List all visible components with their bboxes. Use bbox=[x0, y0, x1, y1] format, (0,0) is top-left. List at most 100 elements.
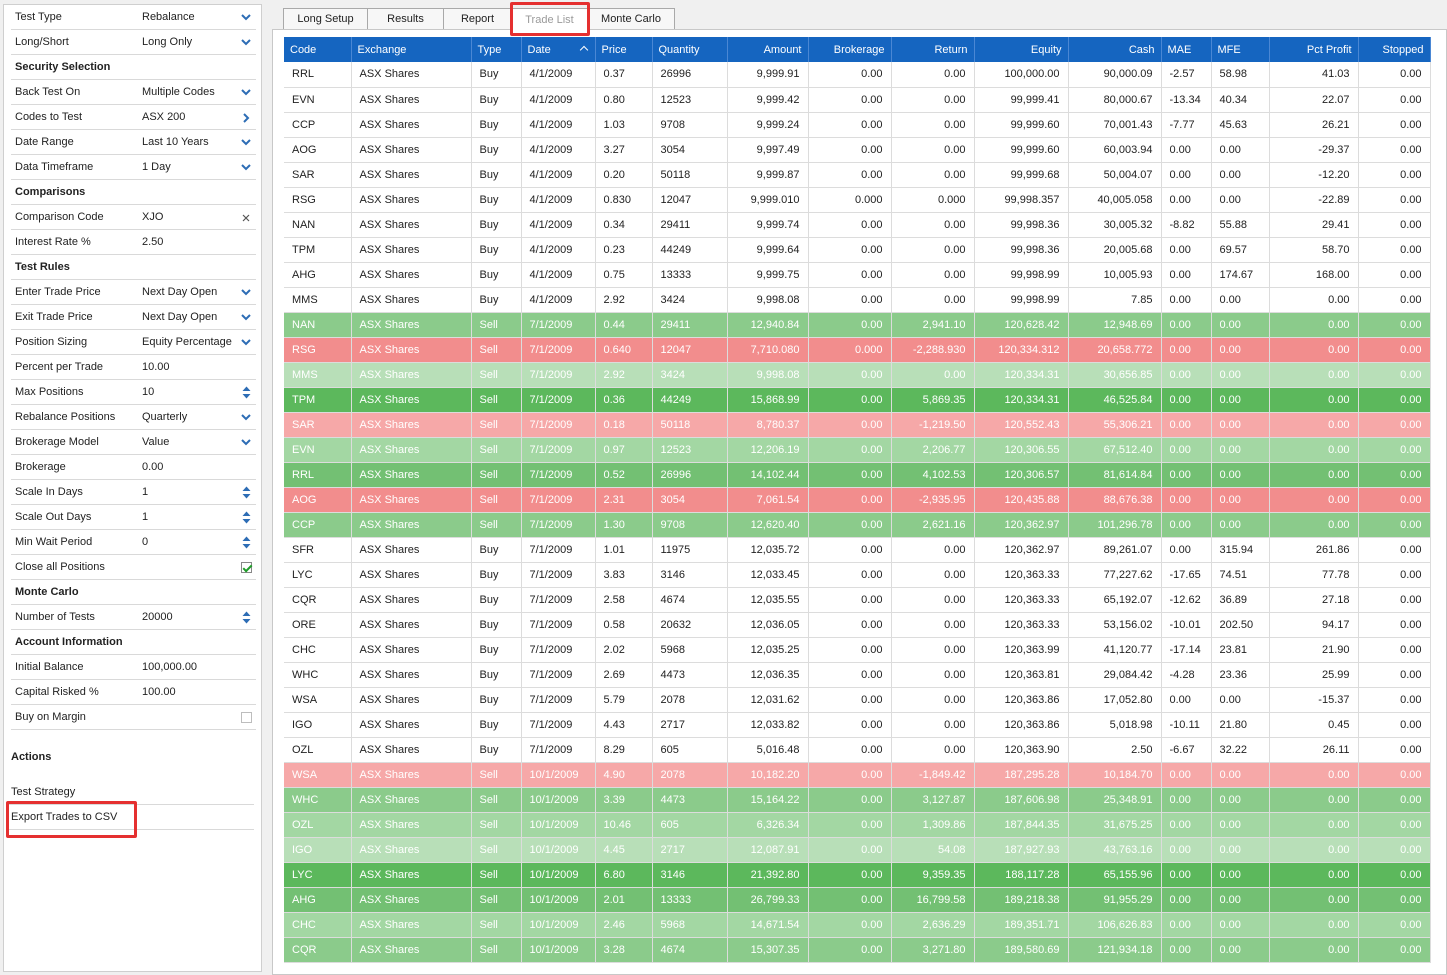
prop-value[interactable]: 0.00 bbox=[142, 461, 164, 473]
table-row[interactable]: OZL ASX Shares Buy 7/1/2009 8.29 605 5,016.48 0… bbox=[284, 737, 1431, 763]
chevron-down-icon[interactable] bbox=[239, 305, 253, 330]
prop-row-brokerage-model[interactable]: Brokerage Model Value bbox=[11, 430, 256, 455]
table-row[interactable]: CQR ASX Shares Buy 7/1/2009 2.58 4674 12,035.5… bbox=[284, 587, 1431, 613]
prop-value[interactable]: 20000 bbox=[142, 611, 173, 623]
table-row[interactable]: LYC ASX Shares Sell 10/1/2009 6.80 3146 21,392… bbox=[284, 862, 1431, 888]
prop-row-rebalance-positions[interactable]: Rebalance Positions Quarterly bbox=[11, 405, 256, 430]
test-strategy-button[interactable]: Test Strategy bbox=[7, 780, 254, 805]
prop-value[interactable]: 100.00 bbox=[142, 686, 176, 698]
spinner-icon[interactable] bbox=[239, 380, 253, 405]
spinner-icon[interactable] bbox=[239, 505, 253, 530]
tab-report[interactable]: Report bbox=[443, 8, 512, 29]
table-row[interactable]: EVN ASX Shares Buy 4/1/2009 0.80 12523 9,999.4… bbox=[284, 87, 1431, 113]
checkbox-unchecked[interactable] bbox=[239, 705, 253, 730]
prop-value[interactable]: Rebalance bbox=[142, 11, 195, 23]
table-row[interactable]: IGO ASX Shares Sell 10/1/2009 4.45 2717 12,087… bbox=[284, 837, 1431, 863]
prop-value[interactable]: 2.50 bbox=[142, 236, 164, 248]
table-row[interactable]: RRL ASX Shares Buy 4/1/2009 0.37 26996 9,999.9… bbox=[284, 62, 1431, 88]
table-row[interactable]: MMS ASX Shares Sell 7/1/2009 2.92 3424 9,998.0… bbox=[284, 362, 1431, 388]
column-header-return[interactable]: Return bbox=[891, 37, 975, 62]
column-header-equity[interactable]: Equity bbox=[974, 37, 1069, 62]
prop-row-comparison-code[interactable]: Comparison Code XJO bbox=[11, 205, 256, 230]
tab-long-setup[interactable]: Long Setup bbox=[283, 8, 368, 29]
prop-row-max-positions[interactable]: Max Positions 10 bbox=[11, 380, 256, 405]
prop-value[interactable]: 0 bbox=[142, 536, 149, 548]
table-row[interactable]: SAR ASX Shares Sell 7/1/2009 0.18 50118 8,780.… bbox=[284, 412, 1431, 438]
table-row[interactable]: CQR ASX Shares Sell 10/1/2009 3.28 4674 15,307… bbox=[284, 937, 1431, 963]
prop-row-percent-per-trade[interactable]: Percent per Trade 10.00 bbox=[11, 355, 256, 380]
prop-value[interactable]: 10.00 bbox=[142, 361, 170, 373]
table-row[interactable]: SFR ASX Shares Buy 7/1/2009 1.01 11975 12,035.… bbox=[284, 537, 1431, 563]
tab-monte-carlo[interactable]: Monte Carlo bbox=[587, 8, 675, 29]
table-row[interactable]: CHC ASX Shares Buy 7/1/2009 2.02 5968 12,035.2… bbox=[284, 637, 1431, 663]
prop-value[interactable]: 1 bbox=[142, 511, 149, 523]
column-header-brokerage[interactable]: Brokerage bbox=[808, 37, 892, 62]
chevron-down-icon[interactable] bbox=[239, 430, 253, 455]
prop-value[interactable]: Equity Percentage bbox=[142, 336, 232, 348]
table-row[interactable]: TPM ASX Shares Buy 4/1/2009 0.23 44249 9,999.6… bbox=[284, 237, 1431, 263]
table-row[interactable]: AOG ASX Shares Sell 7/1/2009 2.31 3054 7,061.5… bbox=[284, 487, 1431, 513]
prop-row-scale-out-days[interactable]: Scale Out Days 1 bbox=[11, 505, 256, 530]
prop-value[interactable]: Last 10 Years bbox=[142, 136, 209, 148]
table-row[interactable]: NAN ASX Shares Buy 4/1/2009 0.34 29411 9,999.7… bbox=[284, 212, 1431, 238]
table-row[interactable]: MMS ASX Shares Buy 4/1/2009 2.92 3424 9,998.08… bbox=[284, 287, 1431, 313]
table-row[interactable]: AOG ASX Shares Buy 4/1/2009 3.27 3054 9,997.49… bbox=[284, 137, 1431, 163]
table-row[interactable]: ORE ASX Shares Buy 7/1/2009 0.58 20632 12,036.… bbox=[284, 612, 1431, 638]
table-row[interactable]: EVN ASX Shares Sell 7/1/2009 0.97 12523 12,206… bbox=[284, 437, 1431, 463]
column-header-price[interactable]: Price bbox=[595, 37, 653, 62]
export-trades-csv-button[interactable]: Export Trades to CSV bbox=[7, 805, 254, 830]
table-row[interactable]: TPM ASX Shares Sell 7/1/2009 0.36 44249 15,868… bbox=[284, 387, 1431, 413]
table-row[interactable]: RSG ASX Shares Buy 4/1/2009 0.830 12047 9,999.… bbox=[284, 187, 1431, 213]
prop-row-data-timeframe[interactable]: Data Timeframe 1 Day bbox=[11, 155, 256, 180]
prop-row-brokerage[interactable]: Brokerage 0.00 bbox=[11, 455, 256, 480]
chevron-down-icon[interactable] bbox=[239, 30, 253, 55]
spinner-icon[interactable] bbox=[239, 530, 253, 555]
chevron-down-icon[interactable] bbox=[239, 330, 253, 355]
prop-value[interactable]: Quarterly bbox=[142, 411, 188, 423]
column-header-type[interactable]: Type bbox=[471, 37, 522, 62]
prop-row-buy-on-margin[interactable]: Buy on Margin bbox=[11, 705, 256, 730]
prop-row-close-all-positions[interactable]: Close all Positions bbox=[11, 555, 256, 580]
column-header-code[interactable]: Code bbox=[284, 37, 352, 62]
prop-value[interactable]: Multiple Codes bbox=[142, 86, 215, 98]
prop-value[interactable]: 1 bbox=[142, 486, 149, 498]
spinner-icon[interactable] bbox=[239, 480, 253, 505]
table-row[interactable]: CHC ASX Shares Sell 10/1/2009 2.46 5968 14,671… bbox=[284, 912, 1431, 938]
chevron-down-icon[interactable] bbox=[239, 5, 253, 30]
prop-row-enter-trade-price[interactable]: Enter Trade Price Next Day Open bbox=[11, 280, 256, 305]
prop-row-back-test-on[interactable]: Back Test On Multiple Codes bbox=[11, 80, 256, 105]
column-header-pct-profit[interactable]: Pct Profit bbox=[1269, 37, 1359, 62]
table-row[interactable]: RRL ASX Shares Sell 7/1/2009 0.52 26996 14,102… bbox=[284, 462, 1431, 488]
prop-value[interactable]: Value bbox=[142, 436, 170, 448]
table-row[interactable]: OZL ASX Shares Sell 10/1/2009 10.46 605 6,326.… bbox=[284, 812, 1431, 838]
column-header-amount[interactable]: Amount bbox=[727, 37, 809, 62]
table-row[interactable]: WSA ASX Shares Buy 7/1/2009 5.79 2078 12,031.6… bbox=[284, 687, 1431, 713]
table-row[interactable]: CCP ASX Shares Buy 4/1/2009 1.03 9708 9,999.24… bbox=[284, 112, 1431, 138]
prop-row-long-short[interactable]: Long/Short Long Only bbox=[11, 30, 256, 55]
table-row[interactable]: WHC ASX Shares Buy 7/1/2009 2.69 4473 12,036.3… bbox=[284, 662, 1431, 688]
chevron-down-icon[interactable] bbox=[239, 280, 253, 305]
prop-value[interactable]: Next Day Open bbox=[142, 311, 218, 323]
chevron-down-icon[interactable] bbox=[239, 80, 253, 105]
column-header-mfe[interactable]: MFE bbox=[1211, 37, 1270, 62]
table-row[interactable]: WHC ASX Shares Sell 10/1/2009 3.39 4473 15,164… bbox=[284, 787, 1431, 813]
prop-value[interactable]: Next Day Open bbox=[142, 286, 218, 298]
prop-row-position-sizing[interactable]: Position Sizing Equity Percentage bbox=[11, 330, 256, 355]
column-header-stopped[interactable]: Stopped bbox=[1358, 37, 1431, 62]
table-row[interactable]: WSA ASX Shares Sell 10/1/2009 4.90 2078 10,182… bbox=[284, 762, 1431, 788]
column-header-cash[interactable]: Cash bbox=[1068, 37, 1162, 62]
chevron-right-icon[interactable] bbox=[239, 105, 253, 130]
table-row[interactable]: NAN ASX Shares Sell 7/1/2009 0.44 29411 12,940… bbox=[284, 312, 1431, 338]
spinner-icon[interactable] bbox=[239, 605, 253, 630]
prop-value[interactable]: 1 Day bbox=[142, 161, 171, 173]
prop-value[interactable]: Long Only bbox=[142, 36, 193, 48]
close-icon[interactable] bbox=[239, 205, 253, 230]
table-row[interactable]: AHG ASX Shares Buy 4/1/2009 0.75 13333 9,999.7… bbox=[284, 262, 1431, 288]
prop-row-min-wait-period[interactable]: Min Wait Period 0 bbox=[11, 530, 256, 555]
prop-row-date-range[interactable]: Date Range Last 10 Years bbox=[11, 130, 256, 155]
prop-row-exit-trade-price[interactable]: Exit Trade Price Next Day Open bbox=[11, 305, 256, 330]
column-header-exchange[interactable]: Exchange bbox=[351, 37, 472, 62]
table-row[interactable]: AHG ASX Shares Sell 10/1/2009 2.01 13333 26,79… bbox=[284, 887, 1431, 913]
chevron-down-icon[interactable] bbox=[239, 130, 253, 155]
table-row[interactable]: LYC ASX Shares Buy 7/1/2009 3.83 3146 12,033.4… bbox=[284, 562, 1431, 588]
